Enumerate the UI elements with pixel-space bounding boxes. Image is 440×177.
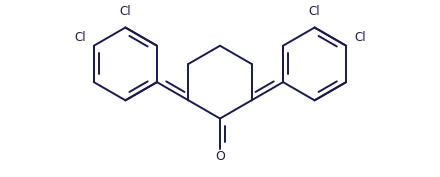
- Text: Cl: Cl: [74, 31, 86, 44]
- Text: Cl: Cl: [120, 5, 131, 18]
- Text: Cl: Cl: [354, 31, 366, 44]
- Text: O: O: [215, 150, 225, 163]
- Text: Cl: Cl: [309, 5, 320, 18]
